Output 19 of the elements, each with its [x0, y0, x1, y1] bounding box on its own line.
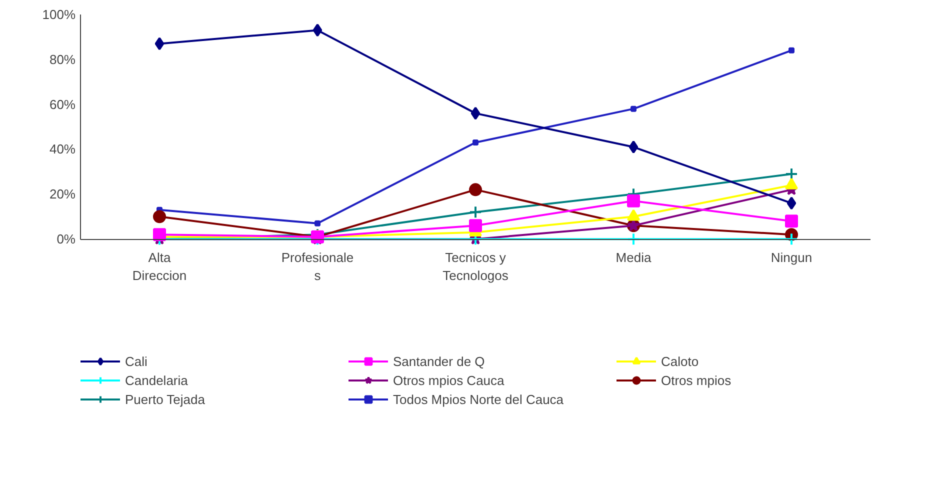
x-tick-label: Ningun [770, 250, 812, 266]
y-tick-label: 100% [42, 7, 76, 22]
y-tick-label: 80% [49, 52, 76, 67]
legend-label: Todos Mpios Norte del Cauca [393, 391, 565, 407]
legend-label: Otros mpios [661, 372, 732, 388]
x-tick-label: Media [616, 250, 652, 266]
legend-label: Puerto Tejada [125, 391, 206, 407]
x-tick-label: Alta Direccion [132, 250, 187, 284]
y-tick-label: 60% [49, 96, 76, 112]
legend-label: Otros mpios Cauca [393, 372, 506, 388]
legend-label: Candelaria [125, 372, 189, 388]
legend-label: Cali [125, 353, 148, 369]
legend-label: Santander de Q [393, 353, 486, 369]
y-tick-label: 0% [56, 232, 76, 247]
legend-label: Caloto [661, 353, 700, 369]
x-tick-label: Tecnicos y Tecnologos [442, 250, 509, 284]
y-tick-label: 20% [49, 186, 76, 202]
y-tick-label: 40% [49, 142, 76, 157]
x-tick-label: Profesionales [281, 250, 354, 284]
